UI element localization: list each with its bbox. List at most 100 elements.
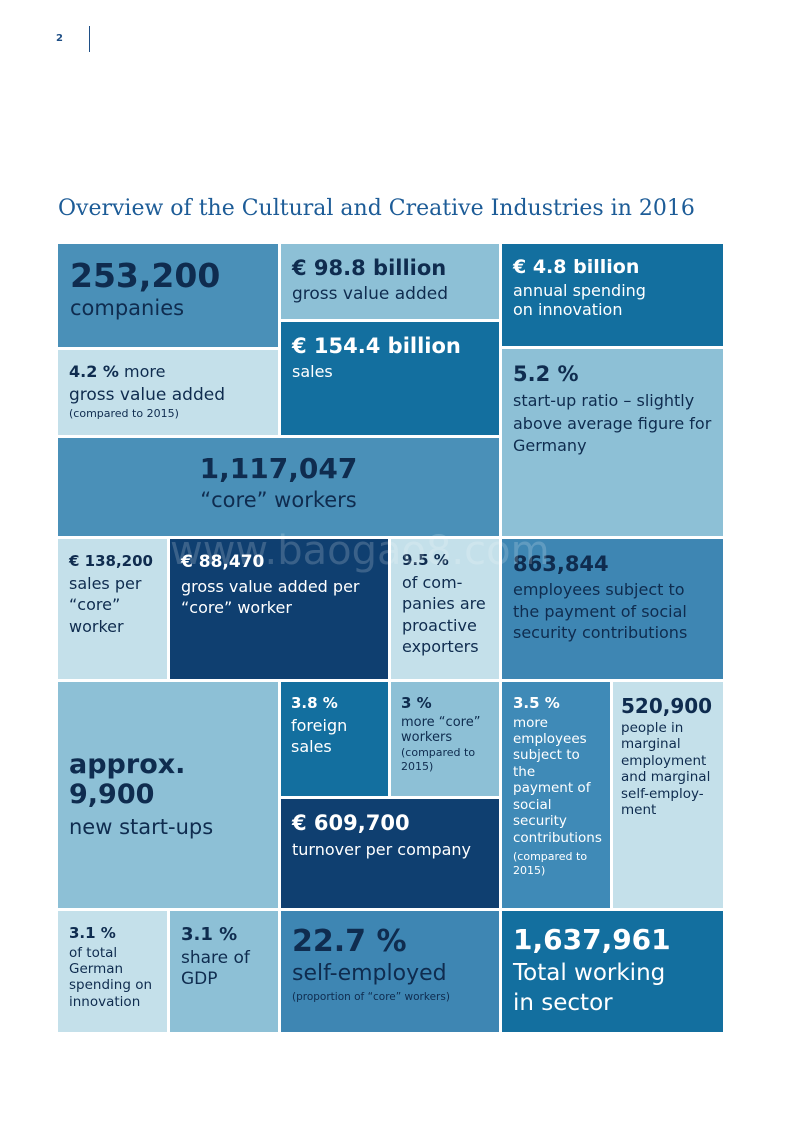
core-workers-label: “core” workers	[200, 487, 357, 512]
sales-per-worker-value: € 138,200	[69, 552, 153, 570]
cell-core-growth: 3 % more “core” workers (compared to 201…	[391, 682, 499, 796]
cell-startups: approx. 9,900 new start-ups	[58, 682, 278, 908]
gdp-share-line-1: share of	[181, 947, 250, 968]
marginal-line-5: self-employ-	[621, 785, 704, 802]
employee-growth-line-6: contributions	[513, 829, 602, 846]
employees-value: 863,844	[513, 552, 609, 576]
gva-per-worker-line-2: “core” worker	[181, 598, 292, 618]
companies-value: 253,200	[70, 256, 221, 295]
self-employed-note: (proportion of “core” workers)	[292, 990, 450, 1003]
gva-growth-value: 4.2 %	[69, 362, 119, 381]
employee-growth-line-5: social security	[513, 796, 567, 830]
innovation-share-line-4: innovation	[69, 993, 141, 1010]
startup-ratio-line-3: Germany	[513, 436, 587, 456]
foreign-sales-value: 3.8 %	[291, 694, 338, 712]
employee-growth-line-2: employees	[513, 730, 587, 747]
employee-growth-line-3: subject to the	[513, 747, 580, 780]
marginal-line-1: people in	[621, 720, 684, 736]
sales-per-worker-line-2: “core”	[69, 595, 121, 615]
total-working-line-1: Total working	[513, 959, 666, 986]
innovation-share-line-1: of total	[69, 944, 118, 961]
employees-line-2: the payment of social	[513, 601, 687, 621]
turnover-value: € 609,700	[292, 811, 410, 835]
core-growth-line-2: workers	[401, 730, 453, 746]
cell-foreign-sales: 3.8 % foreign sales	[281, 682, 388, 796]
gdp-share-value: 3.1 %	[181, 924, 238, 945]
marginal-line-2: marginal	[621, 736, 681, 753]
cell-turnover: € 609,700 turnover per company	[281, 799, 499, 908]
foreign-sales-line-2: sales	[291, 737, 332, 757]
exporters-line-2: panies are	[402, 594, 486, 614]
page-title: Overview of the Cultural and Creative In…	[58, 196, 695, 221]
core-growth-line-1: more “core”	[401, 714, 481, 730]
gva-growth-label: gross value added	[69, 384, 226, 405]
sales-per-worker-line-3: worker	[69, 616, 124, 636]
sales-label: sales	[292, 362, 333, 382]
gva-value: € 98.8 billion	[292, 256, 447, 280]
startups-label: new start-ups	[69, 815, 214, 840]
employee-growth-note-2: 2015)	[513, 864, 546, 877]
cell-marginal-employment: 520,900 people in marginal employment an…	[613, 682, 723, 908]
core-workers-value: 1,117,047	[199, 452, 358, 485]
startup-ratio-line-2: above average figure for	[513, 413, 712, 433]
cell-companies: 253,200 companies	[58, 244, 278, 347]
marginal-line-4: and marginal	[621, 769, 711, 786]
companies-label: companies	[70, 296, 185, 321]
cell-gva-per-worker: € 88,470 gross value added per “core” wo…	[170, 539, 388, 679]
cell-self-employed: 22.7 % self-employed (proportion of “cor…	[281, 911, 499, 1032]
sales-value: € 154.4 billion	[292, 334, 461, 358]
total-working-line-2: in sector	[513, 989, 613, 1016]
turnover-label: turnover per company	[292, 840, 472, 860]
innovation-share-line-3: spending on	[69, 977, 153, 994]
gdp-share-line-2: GDP	[181, 968, 218, 989]
gva-per-worker-line-1: gross value added per	[181, 576, 360, 596]
employee-growth-value: 3.5 %	[513, 694, 560, 712]
exporters-value: 9.5 %	[402, 551, 449, 569]
core-growth-note-2: 2015)	[401, 759, 434, 773]
exporters-line-4: exporters	[402, 637, 479, 657]
self-employed-label: self-employed	[292, 961, 447, 986]
core-growth-value: 3 %	[401, 694, 432, 712]
innovation-label-2: on innovation	[513, 300, 623, 320]
employee-growth-note-1: (compared to	[513, 850, 588, 864]
cell-gdp-share: 3.1 % share of GDP	[170, 911, 278, 1032]
startup-ratio-line-1: start-up ratio – slightly	[513, 391, 695, 411]
startup-ratio-value: 5.2 %	[513, 362, 579, 386]
gva-per-worker-value: € 88,470	[181, 552, 265, 572]
foreign-sales-line-1: foreign	[291, 715, 348, 735]
sales-per-worker-line-1: sales per	[69, 573, 142, 593]
employees-line-3: security contributions	[513, 623, 688, 643]
cell-startup-ratio: 5.2 % start-up ratio – slightly above av…	[502, 349, 723, 536]
page-divider	[89, 26, 90, 52]
page-number: 2	[56, 33, 63, 44]
gva-growth-suffix: more	[118, 362, 166, 381]
exporters-line-1: of com-	[402, 572, 463, 592]
gva-growth-note: (compared to 2015)	[69, 407, 179, 421]
cell-sales: € 154.4 billion sales	[281, 322, 499, 435]
core-growth-note-1: (compared to	[401, 746, 476, 760]
self-employed-value: 22.7 %	[292, 924, 407, 959]
cell-core-workers: 1,117,047 “core” workers	[58, 438, 499, 536]
marginal-line-6: ment	[621, 802, 657, 819]
innovation-label-1: annual spending	[513, 280, 646, 300]
cell-gva-growth: 4.2 % more gross value added (compared t…	[58, 350, 278, 435]
total-working-value: 1,637,961	[513, 923, 671, 956]
innovation-value: € 4.8 billion	[513, 256, 640, 278]
employee-growth-line-1: more	[513, 714, 548, 731]
cell-total-working: 1,637,961 Total working in sector	[502, 911, 723, 1032]
marginal-line-3: employment	[621, 752, 707, 769]
cell-employee-growth: 3.5 % more employees subject to the paym…	[502, 682, 610, 908]
employee-growth-line-4: payment of	[513, 780, 591, 797]
cell-innovation-spending: € 4.8 billion annual spending on innovat…	[502, 244, 723, 346]
innovation-share-line-2: German	[69, 960, 124, 977]
marginal-value: 520,900	[621, 694, 713, 718]
cell-exporters: 9.5 % of com- panies are proactive expor…	[391, 539, 499, 679]
innovation-share-value: 3.1 %	[69, 924, 116, 942]
cell-sales-per-worker: € 138,200 sales per “core” worker	[58, 539, 167, 679]
exporters-line-3: proactive	[402, 615, 477, 635]
employees-line-1: employees subject to	[513, 580, 685, 600]
startups-value: approx. 9,900	[69, 749, 186, 810]
gva-label: gross value added	[292, 284, 449, 305]
cell-innovation-share: 3.1 % of total German spending on innova…	[58, 911, 167, 1032]
